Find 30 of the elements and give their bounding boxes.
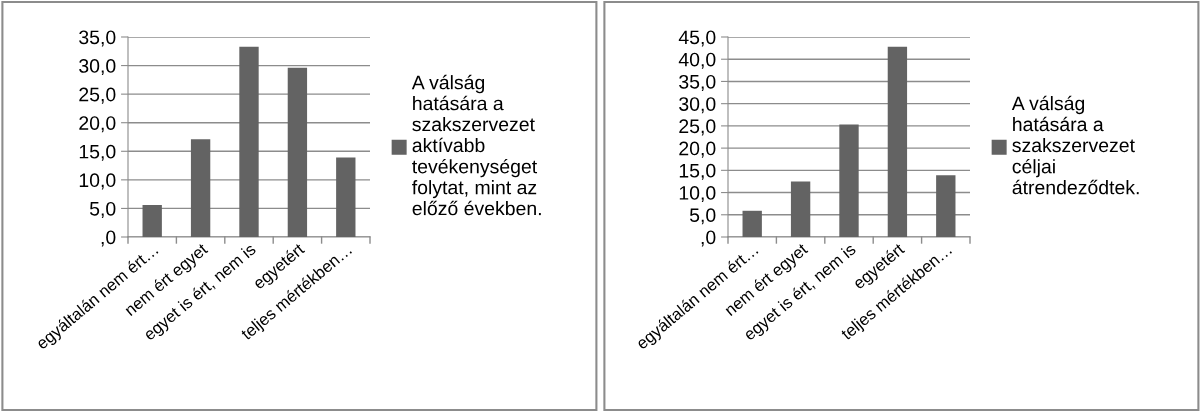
bar (742, 210, 762, 237)
y-tick-label: 25,0 (79, 87, 116, 104)
bar (839, 124, 859, 237)
bar (336, 157, 356, 237)
bar (190, 139, 211, 237)
y-tick-label: 40,0 (678, 52, 716, 69)
y-tick-label: 25,0 (679, 119, 716, 136)
y-tick-label: 45,0 (678, 30, 716, 47)
bar (287, 67, 308, 237)
y-tick-label: 30,0 (679, 97, 716, 114)
y-tick-label: 10,0 (679, 186, 716, 203)
y-tick-label: 35,0 (679, 74, 716, 91)
y-tick-label: ,0 (101, 230, 116, 247)
y-tick-label: 15,0 (679, 163, 716, 180)
y-tick-label: 10,0 (79, 173, 116, 190)
bar (239, 46, 259, 237)
y-tick-label: 15,0 (79, 144, 116, 161)
legend-label: A válság hatására a szakszervezet aktívabb tevékenységet folytat, mint az előző években. (411, 74, 541, 216)
bar (142, 205, 162, 237)
y-tick-label: 5,0 (89, 201, 116, 218)
y-tick-label: 30,0 (79, 59, 116, 76)
y-tick-label: ,0 (701, 230, 716, 247)
y-tick-label: 20,0 (79, 116, 116, 133)
y-tick-label: 35,0 (79, 30, 116, 47)
y-tick-label: 5,0 (689, 208, 716, 225)
bar (790, 181, 811, 237)
y-tick-label: 20,0 (679, 141, 716, 158)
bar (887, 46, 908, 237)
legend-label: A válság hatására a szakszervezet céljai átrendeződtek. (1011, 95, 1139, 195)
bar (936, 175, 956, 237)
